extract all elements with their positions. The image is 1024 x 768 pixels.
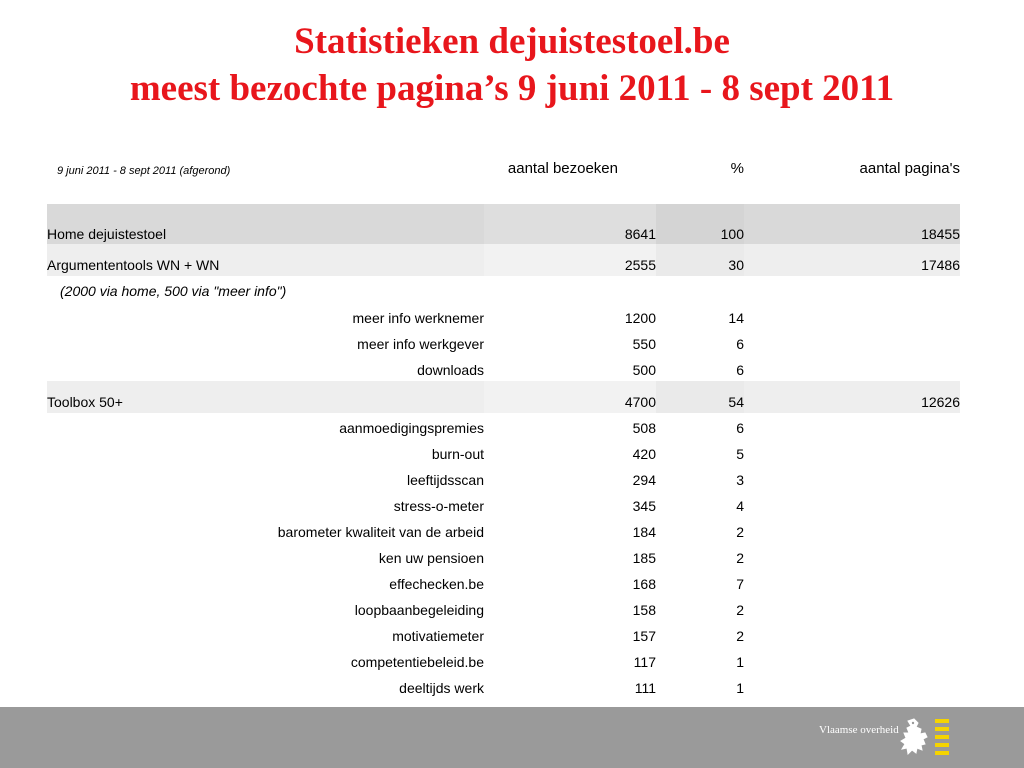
row-visits: 168 bbox=[632, 576, 656, 592]
page-subtitle: meest bezochte pagina’s 9 juni 2011 - 8 … bbox=[129, 68, 895, 109]
footer-bar: Vlaamse overheid bbox=[0, 707, 1024, 768]
row-percent: 2 bbox=[736, 628, 744, 644]
row-percent: 2 bbox=[736, 602, 744, 618]
table-row: Toolbox 50+ 4700 54 12626 bbox=[47, 389, 960, 415]
row-percent: 14 bbox=[728, 310, 744, 326]
row-pages: 18455 bbox=[921, 226, 960, 242]
row-percent: 1 bbox=[736, 654, 744, 670]
flemish-lion-icon bbox=[900, 718, 928, 756]
row-label: burn-out bbox=[431, 446, 484, 462]
row-label: barometer kwaliteit van de arbeid bbox=[277, 524, 484, 540]
column-header-visits: aantal bezoeken bbox=[507, 160, 618, 177]
row-visits: 508 bbox=[632, 420, 656, 436]
row-label: deeltijds werk bbox=[399, 680, 484, 696]
table-row: effechecken.be 168 7 bbox=[47, 571, 960, 597]
table-row: loopbaanbegeleiding 158 2 bbox=[47, 597, 960, 623]
row-percent: 5 bbox=[736, 446, 744, 462]
period-label: 9 juni 2011 - 8 sept 2011 (afgerond) bbox=[57, 165, 231, 177]
row-percent: 6 bbox=[736, 420, 744, 436]
row-visits: 2555 bbox=[624, 257, 656, 273]
table-row: downloads 500 6 bbox=[47, 357, 960, 383]
table-row: ken uw pensioen 185 2 bbox=[47, 545, 960, 571]
row-label: leeftijdsscan bbox=[406, 472, 484, 488]
logo-text: Vlaamse overheid bbox=[819, 724, 899, 736]
row-label: meer info werknemer bbox=[352, 310, 485, 326]
logo-stripes-icon bbox=[935, 719, 949, 755]
table-row: competentiebeleid.be 117 1 bbox=[47, 649, 960, 675]
row-label: competentiebeleid.be bbox=[350, 654, 484, 670]
row-visits: 550 bbox=[632, 336, 656, 352]
row-percent: 4 bbox=[736, 498, 744, 514]
row-percent: 1 bbox=[736, 680, 744, 696]
row-visits: 4700 bbox=[624, 394, 656, 410]
row-visits: 158 bbox=[632, 602, 656, 618]
row-visits: 184 bbox=[632, 524, 656, 540]
row-label: aanmoedigingspremies bbox=[339, 420, 484, 436]
table-row: barometer kwaliteit van de arbeid 184 2 bbox=[47, 519, 960, 545]
table-row: Home dejuistestoel 8641 100 18455 bbox=[47, 221, 960, 247]
row-pages: 12626 bbox=[921, 394, 960, 410]
table-row: aanmoedigingspremies 508 6 bbox=[47, 415, 960, 441]
row-label: downloads bbox=[417, 362, 484, 378]
row-visits: 185 bbox=[632, 550, 656, 566]
table-row: burn-out 420 5 bbox=[47, 441, 960, 467]
table-row-note: (2000 via home, 500 via "meer info") bbox=[47, 278, 960, 304]
row-label: Home dejuistestoel bbox=[47, 226, 167, 242]
table-row: deeltijds werk 111 1 bbox=[47, 675, 960, 701]
row-label: effechecken.be bbox=[389, 576, 484, 592]
column-header-percent: % bbox=[730, 160, 744, 177]
row-label: ken uw pensioen bbox=[378, 550, 484, 566]
row-visits: 294 bbox=[632, 472, 656, 488]
row-band-toolbox bbox=[47, 381, 960, 413]
column-header-pages: aantal pagina's bbox=[859, 160, 960, 177]
row-visits: 8641 bbox=[624, 226, 656, 242]
row-percent: 2 bbox=[736, 524, 744, 540]
row-band-argumententools bbox=[47, 244, 960, 276]
row-label: stress-o-meter bbox=[393, 498, 484, 514]
table-row: meer info werkgever 550 6 bbox=[47, 331, 960, 357]
row-visits: 157 bbox=[632, 628, 656, 644]
row-percent: 30 bbox=[728, 257, 744, 273]
row-percent: 2 bbox=[736, 550, 744, 566]
row-label: loopbaanbegeleiding bbox=[354, 602, 484, 618]
row-visits: 1200 bbox=[624, 310, 656, 326]
row-percent: 7 bbox=[736, 576, 744, 592]
table-row: leeftijdsscan 294 3 bbox=[47, 467, 960, 493]
table-row: stress-o-meter 345 4 bbox=[47, 493, 960, 519]
row-visits: 117 bbox=[633, 654, 656, 670]
row-label: Argumententools WN + WN bbox=[47, 257, 220, 273]
page-title: Statistieken dejuistestoel.be bbox=[294, 21, 730, 62]
row-percent: 3 bbox=[736, 472, 744, 488]
row-percent: 54 bbox=[728, 394, 744, 410]
row-label: motivatiemeter bbox=[392, 628, 484, 644]
row-percent: 6 bbox=[736, 336, 744, 352]
row-visits: 345 bbox=[632, 498, 656, 514]
row-visits: 420 bbox=[632, 446, 656, 462]
row-pages: 17486 bbox=[921, 257, 960, 273]
row-label: Toolbox 50+ bbox=[47, 394, 123, 410]
row-percent: 6 bbox=[736, 362, 744, 378]
table-row: motivatiemeter 157 2 bbox=[47, 623, 960, 649]
table-row: meer info werknemer 1200 14 bbox=[47, 305, 960, 331]
row-visits: 500 bbox=[632, 362, 656, 378]
row-visits: 111 bbox=[634, 680, 656, 696]
table-row: Argumententools WN + WN 2555 30 17486 bbox=[47, 252, 960, 278]
row-percent: 100 bbox=[720, 226, 744, 242]
row-note: (2000 via home, 500 via "meer info") bbox=[60, 283, 287, 299]
row-band-home bbox=[47, 204, 960, 244]
row-label: meer info werkgever bbox=[357, 336, 484, 352]
